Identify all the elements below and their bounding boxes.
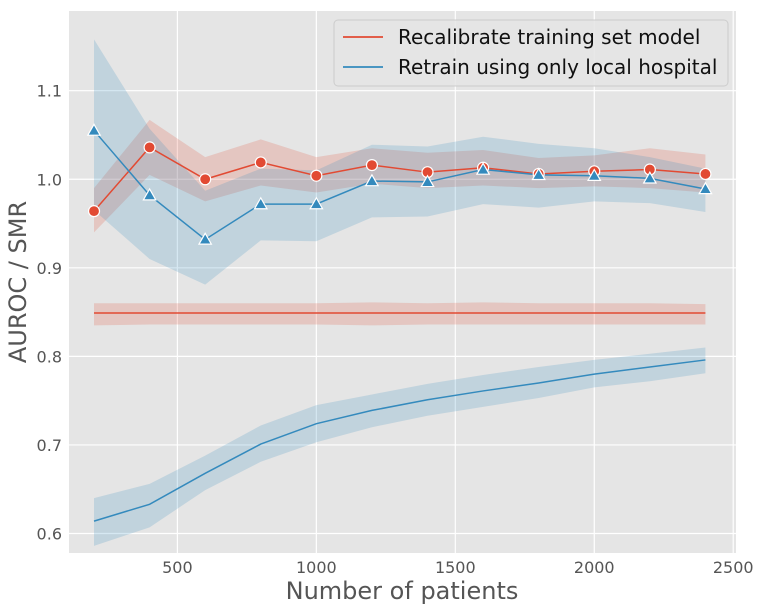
y-tick-label: 0.6 (37, 525, 62, 544)
x-tick-label: 2500 (713, 558, 754, 577)
x-axis-label: Number of patients (286, 577, 519, 605)
data-point (698, 181, 713, 195)
data-point (197, 232, 213, 245)
plot-background (69, 11, 736, 553)
data-point (87, 205, 101, 218)
data-point (86, 123, 102, 136)
y-tick-label: 0.7 (37, 436, 62, 455)
legend: Recalibrate training set model Retrain us… (333, 19, 729, 87)
x-tick-label: 500 (162, 558, 193, 577)
confidence-band (94, 302, 706, 326)
data-point (420, 174, 435, 188)
data-point (309, 196, 324, 210)
series-lines (93, 130, 706, 522)
y-tick-label: 1.1 (37, 82, 62, 101)
y-tick-label: 0.9 (37, 259, 62, 278)
data-point (365, 158, 379, 172)
data-point (143, 141, 156, 154)
legend-label: Retrain using only local hospital (398, 55, 717, 79)
legend-box (333, 19, 729, 87)
data-point (587, 168, 602, 181)
data-point (364, 173, 380, 187)
series-line (93, 146, 706, 212)
data-point (142, 187, 157, 201)
x-tick-labels: 500 1000 1500 2000 2500 (162, 558, 753, 577)
series-line (93, 359, 706, 522)
confidence-bands (94, 39, 706, 546)
y-tick-label: 0.8 (37, 347, 62, 366)
x-tick-label: 1000 (296, 558, 337, 577)
data-point (642, 170, 658, 184)
data-point (531, 167, 546, 181)
series-line (93, 130, 706, 241)
legend-label: Recalibrate training set model (398, 25, 700, 49)
data-point (699, 167, 712, 181)
y-tick-label: 1.0 (37, 170, 62, 189)
x-tick-label: 2000 (574, 558, 615, 577)
series-markers (86, 123, 713, 245)
data-point (199, 173, 212, 186)
data-point (254, 156, 267, 169)
confidence-band (94, 119, 706, 233)
y-axis-label: AUROC / SMR (4, 201, 32, 363)
data-point (253, 196, 268, 210)
data-point (475, 162, 491, 175)
gridlines (69, 11, 736, 553)
x-tick-label: 1500 (435, 558, 476, 577)
y-tick-labels: 0.6 0.7 0.8 0.9 1.0 1.1 (37, 82, 62, 544)
data-point (310, 169, 323, 182)
confidence-band (94, 39, 706, 285)
